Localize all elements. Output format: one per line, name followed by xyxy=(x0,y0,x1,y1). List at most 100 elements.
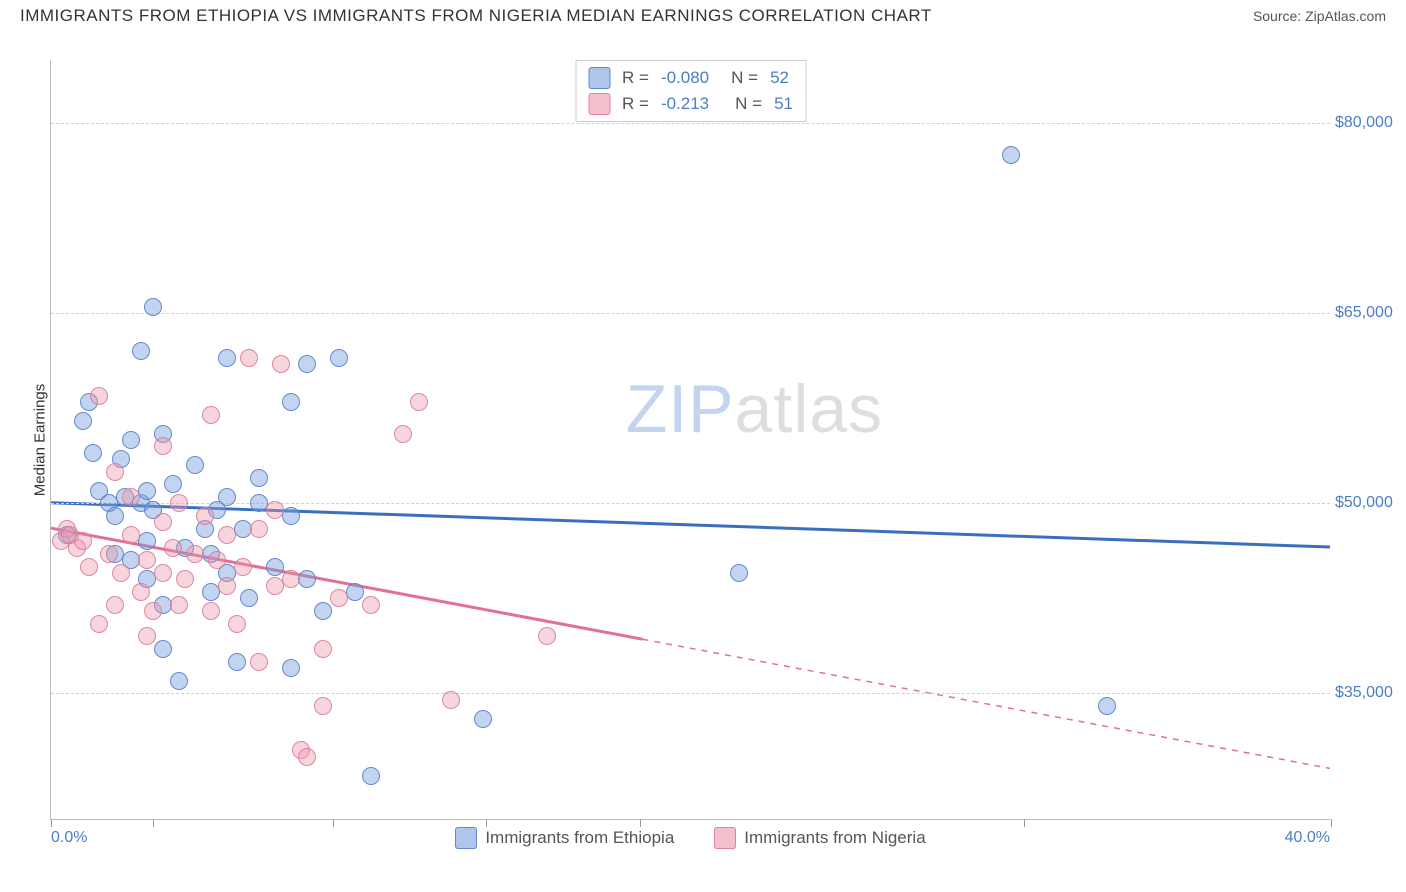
scatter-point xyxy=(100,545,118,563)
scatter-point xyxy=(250,469,268,487)
legend-item-ethiopia: Immigrants from Ethiopia xyxy=(455,827,674,849)
scatter-point xyxy=(208,551,226,569)
scatter-point xyxy=(266,501,284,519)
scatter-point xyxy=(250,653,268,671)
scatter-point xyxy=(538,627,556,645)
x-tick xyxy=(1331,819,1332,827)
y-tick-label: $80,000 xyxy=(1335,114,1400,132)
scatter-point xyxy=(154,513,172,531)
scatter-point xyxy=(1002,146,1020,164)
scatter-point xyxy=(330,349,348,367)
gridline xyxy=(51,123,1330,124)
scatter-point xyxy=(132,583,150,601)
scatter-point xyxy=(298,748,316,766)
legend-row-ethiopia: R = -0.080 N = 52 xyxy=(588,65,793,91)
scatter-point xyxy=(362,596,380,614)
x-tick xyxy=(1024,819,1025,827)
trend-lines-svg xyxy=(51,60,1330,819)
y-tick-label: $50,000 xyxy=(1335,494,1400,512)
scatter-point xyxy=(122,488,140,506)
scatter-point xyxy=(144,298,162,316)
scatter-point xyxy=(122,526,140,544)
scatter-point xyxy=(1098,697,1116,715)
scatter-point xyxy=(80,558,98,576)
scatter-point xyxy=(90,387,108,405)
scatter-point xyxy=(122,431,140,449)
y-tick-label: $35,000 xyxy=(1335,684,1400,702)
plot-area: ZIPatlas R = -0.080 N = 52 R = -0.213 N … xyxy=(50,60,1330,820)
scatter-point xyxy=(234,558,252,576)
scatter-point xyxy=(282,659,300,677)
y-tick-label: $65,000 xyxy=(1335,304,1400,322)
scatter-point xyxy=(346,583,364,601)
scatter-point xyxy=(112,564,130,582)
chart-source: Source: ZipAtlas.com xyxy=(1253,8,1386,24)
y-axis-label: Median Earnings xyxy=(32,384,49,497)
swatch-blue-icon xyxy=(588,67,610,89)
scatter-point xyxy=(176,570,194,588)
scatter-point xyxy=(442,691,460,709)
scatter-point xyxy=(164,539,182,557)
scatter-point xyxy=(228,615,246,633)
x-tick xyxy=(51,819,52,827)
x-tick xyxy=(486,819,487,827)
scatter-point xyxy=(314,640,332,658)
x-tick xyxy=(153,819,154,827)
swatch-pink-icon xyxy=(588,93,610,115)
scatter-point xyxy=(186,456,204,474)
scatter-point xyxy=(144,602,162,620)
scatter-point xyxy=(410,393,428,411)
scatter-point xyxy=(272,355,290,373)
scatter-point xyxy=(218,349,236,367)
x-tick xyxy=(333,819,334,827)
scatter-point xyxy=(132,342,150,360)
scatter-point xyxy=(106,507,124,525)
watermark: ZIPatlas xyxy=(626,370,883,448)
legend-row-nigeria: R = -0.213 N = 51 xyxy=(588,91,793,117)
scatter-point xyxy=(202,602,220,620)
scatter-point xyxy=(228,653,246,671)
scatter-point xyxy=(170,494,188,512)
scatter-point xyxy=(250,520,268,538)
scatter-point xyxy=(202,406,220,424)
scatter-point xyxy=(314,697,332,715)
scatter-point xyxy=(138,482,156,500)
gridline xyxy=(51,313,1330,314)
scatter-point xyxy=(106,596,124,614)
chart-title: IMMIGRANTS FROM ETHIOPIA VS IMMIGRANTS F… xyxy=(20,6,932,26)
scatter-point xyxy=(74,412,92,430)
scatter-point xyxy=(282,507,300,525)
scatter-point xyxy=(330,589,348,607)
scatter-point xyxy=(218,526,236,544)
scatter-point xyxy=(240,349,258,367)
scatter-point xyxy=(394,425,412,443)
series-legend: Immigrants from Ethiopia Immigrants from… xyxy=(51,827,1330,849)
scatter-point xyxy=(154,640,172,658)
scatter-point xyxy=(138,551,156,569)
scatter-point xyxy=(362,767,380,785)
scatter-point xyxy=(282,570,300,588)
scatter-point xyxy=(138,627,156,645)
swatch-blue-icon xyxy=(455,827,477,849)
scatter-point xyxy=(196,507,214,525)
gridline xyxy=(51,693,1330,694)
scatter-point xyxy=(74,532,92,550)
scatter-point xyxy=(314,602,332,620)
scatter-point xyxy=(730,564,748,582)
scatter-point xyxy=(170,596,188,614)
scatter-point xyxy=(84,444,102,462)
chart-container: Median Earnings ZIPatlas R = -0.080 N = … xyxy=(50,60,1380,820)
scatter-point xyxy=(474,710,492,728)
chart-header: IMMIGRANTS FROM ETHIOPIA VS IMMIGRANTS F… xyxy=(0,0,1406,32)
scatter-point xyxy=(154,437,172,455)
scatter-point xyxy=(106,463,124,481)
correlation-legend: R = -0.080 N = 52 R = -0.213 N = 51 xyxy=(575,60,806,122)
scatter-point xyxy=(138,532,156,550)
scatter-point xyxy=(154,564,172,582)
scatter-point xyxy=(298,355,316,373)
scatter-point xyxy=(282,393,300,411)
legend-item-nigeria: Immigrants from Nigeria xyxy=(714,827,925,849)
swatch-pink-icon xyxy=(714,827,736,849)
scatter-point xyxy=(218,488,236,506)
scatter-point xyxy=(266,558,284,576)
